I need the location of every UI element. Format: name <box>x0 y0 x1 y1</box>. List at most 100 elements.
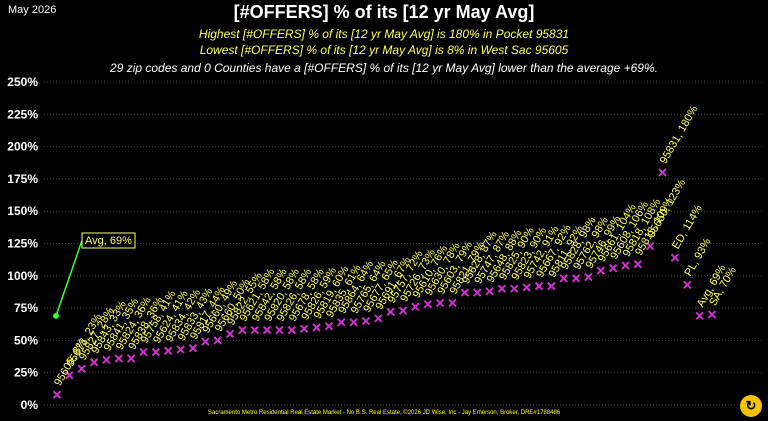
marker-stroke <box>534 281 544 291</box>
data-point <box>52 390 62 399</box>
data-point <box>386 307 395 317</box>
marker-stroke <box>201 337 210 346</box>
data-point <box>658 168 667 177</box>
data-point <box>349 318 358 327</box>
data-point <box>584 272 593 282</box>
marker-stroke <box>571 274 581 283</box>
data-point <box>398 306 408 315</box>
data-point <box>213 336 222 345</box>
data-point <box>287 325 297 335</box>
data-point <box>238 325 247 335</box>
marker-stroke <box>485 287 494 296</box>
marker-stroke <box>349 318 358 327</box>
marker-stroke <box>250 325 259 335</box>
y-tick-label: 25% <box>14 366 38 380</box>
marker-stroke <box>102 355 111 364</box>
data-point <box>435 298 445 308</box>
data-point <box>547 281 556 291</box>
marker-stroke <box>52 390 62 399</box>
report-date: May 2026 <box>8 4 57 16</box>
data-point <box>361 316 371 326</box>
marker-stroke <box>65 371 74 380</box>
marker-stroke <box>151 347 161 357</box>
marker-stroke <box>324 321 334 331</box>
data-point <box>225 329 235 339</box>
data-point <box>460 288 470 297</box>
data-point <box>522 283 531 292</box>
marker-stroke <box>707 310 717 319</box>
data-point <box>299 324 309 333</box>
gridlines <box>44 81 762 406</box>
data-point <box>374 314 383 323</box>
data-point <box>497 284 507 293</box>
average-connector <box>55 240 83 317</box>
average-label: Avg, 69% <box>85 235 132 247</box>
marker-stroke <box>312 323 321 332</box>
marker-stroke <box>522 283 531 292</box>
data-label: PL, 93% <box>682 236 713 278</box>
marker-stroke <box>596 266 605 275</box>
marker-stroke <box>114 354 123 363</box>
data-point <box>176 345 185 354</box>
marker-stroke <box>547 281 556 291</box>
marker-stroke <box>497 284 507 293</box>
y-tick-label: 125% <box>7 237 38 251</box>
data-point <box>139 347 148 357</box>
marker-stroke <box>275 325 284 335</box>
data-point <box>324 321 334 331</box>
data-point <box>188 343 198 353</box>
y-axis: 0% 25% 50% 75% 100% 125% 150% 175% 200% 225% 250% <box>7 75 38 412</box>
data-point <box>472 288 482 297</box>
average-label-box <box>81 232 136 249</box>
marker-stroke <box>164 346 173 355</box>
data-point <box>102 355 111 364</box>
y-tick-label: 225% <box>7 107 38 121</box>
data-point <box>695 311 704 321</box>
data-point <box>201 337 210 346</box>
y-tick-label: 175% <box>7 172 38 186</box>
data-point <box>571 274 581 283</box>
y-tick-label: 250% <box>7 75 38 89</box>
marker-stroke <box>398 306 408 315</box>
marker-stroke <box>299 324 309 333</box>
marker-stroke <box>584 272 593 282</box>
data-point <box>559 274 568 283</box>
y-tick-label: 150% <box>7 204 38 218</box>
data-point <box>89 358 99 367</box>
marker-stroke <box>460 288 470 297</box>
marker-stroke <box>683 280 692 290</box>
data-points <box>52 168 717 399</box>
marker-stroke <box>262 325 272 335</box>
data-point <box>510 284 519 293</box>
marker-stroke <box>472 288 482 297</box>
marker-stroke <box>126 354 136 363</box>
marker-stroke <box>374 314 383 323</box>
marker-stroke <box>287 325 297 335</box>
y-tick-label: 100% <box>7 269 38 283</box>
data-point <box>77 364 86 374</box>
data-point <box>411 302 420 312</box>
data-point <box>65 371 74 380</box>
data-point <box>312 323 321 332</box>
data-point <box>262 325 272 335</box>
data-point <box>534 281 544 291</box>
marker-stroke <box>670 253 680 262</box>
marker-stroke <box>510 284 519 293</box>
marker-stroke <box>213 336 222 345</box>
data-point <box>275 325 284 335</box>
marker-stroke <box>559 274 568 283</box>
data-point <box>423 300 432 309</box>
marker-stroke <box>89 358 99 367</box>
marker-stroke <box>337 318 346 327</box>
data-point <box>621 261 630 270</box>
footer-credit: Sacramento Metro Residential Real Estate… <box>207 410 561 416</box>
data-point <box>126 354 136 363</box>
data-point <box>683 280 692 290</box>
marker-stroke <box>646 241 655 251</box>
data-point <box>250 325 259 335</box>
marker-stroke <box>411 302 420 312</box>
brand-logo-icon: ↻ <box>740 395 762 417</box>
data-point <box>448 298 457 308</box>
marker-stroke <box>435 298 445 308</box>
lowest-subtitle: Lowest [#OFFERS] % of its [12 yr May Avg… <box>199 43 569 57</box>
